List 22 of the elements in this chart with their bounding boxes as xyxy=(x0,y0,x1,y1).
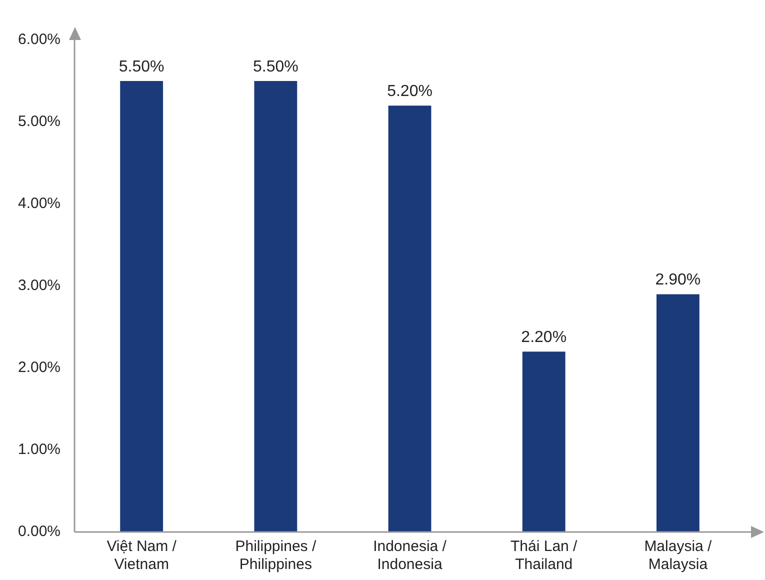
x-tick-label: Indonesia / Indonesia xyxy=(373,538,448,574)
bar xyxy=(120,81,164,532)
data-label: 2.20% xyxy=(521,329,567,346)
bar xyxy=(254,81,298,532)
data-label: 2.90% xyxy=(655,272,701,289)
y-tick-label: 6.00% xyxy=(18,31,61,48)
y-tick-label: 0.00% xyxy=(18,523,61,540)
y-tick-label: 1.00% xyxy=(18,441,61,458)
x-tick-label: Thái Lan / Thailand xyxy=(510,538,578,574)
x-tick-label: Việt Nam / Vietnam xyxy=(106,538,178,574)
x-tick-label: Philippines / Philippines xyxy=(235,538,317,574)
y-tick-label: 2.00% xyxy=(18,359,61,376)
data-label: 5.20% xyxy=(387,83,432,100)
bar xyxy=(522,352,566,532)
bar xyxy=(388,106,432,532)
data-label: 5.50% xyxy=(252,58,298,76)
y-tick-label: 3.00% xyxy=(18,277,61,294)
x-tick-label: Malaysia / Malaysia xyxy=(644,538,713,574)
bar xyxy=(656,294,700,532)
y-tick-label: 5.00% xyxy=(18,113,61,130)
y-tick-label: 4.00% xyxy=(18,195,61,212)
data-label: 5.50% xyxy=(118,58,164,76)
